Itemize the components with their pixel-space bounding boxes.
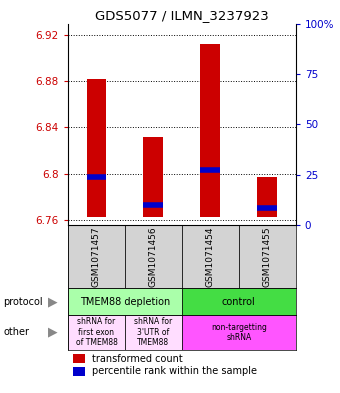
- Bar: [68, 315, 125, 350]
- Bar: [72, 354, 85, 363]
- Text: shRNA for
first exon
of TMEM88: shRNA for first exon of TMEM88: [75, 318, 117, 347]
- Text: ▶: ▶: [48, 326, 57, 339]
- Bar: [72, 367, 85, 376]
- Bar: [143, 137, 164, 217]
- Title: GDS5077 / ILMN_3237923: GDS5077 / ILMN_3237923: [95, 9, 269, 22]
- Text: percentile rank within the sample: percentile rank within the sample: [92, 366, 257, 376]
- Bar: [182, 288, 296, 315]
- Text: GSM1071456: GSM1071456: [149, 227, 158, 287]
- Bar: [182, 226, 239, 288]
- Bar: [125, 226, 182, 288]
- Text: non-targetting
shRNA: non-targetting shRNA: [211, 323, 267, 342]
- Text: ▶: ▶: [48, 295, 57, 308]
- Text: GSM1071454: GSM1071454: [206, 227, 215, 287]
- Text: GSM1071457: GSM1071457: [92, 227, 101, 287]
- Text: GSM1071455: GSM1071455: [263, 227, 272, 287]
- Bar: [125, 315, 182, 350]
- Text: shRNA for
3'UTR of
TMEM88: shRNA for 3'UTR of TMEM88: [134, 318, 172, 347]
- Bar: [68, 226, 125, 288]
- Text: other: other: [3, 327, 29, 337]
- Text: TMEM88 depletion: TMEM88 depletion: [80, 297, 170, 307]
- Text: protocol: protocol: [3, 297, 43, 307]
- Bar: [200, 44, 220, 217]
- Bar: [68, 288, 182, 315]
- Bar: [182, 315, 296, 350]
- Text: control: control: [222, 297, 256, 307]
- Bar: [239, 226, 296, 288]
- Text: transformed count: transformed count: [92, 354, 183, 364]
- Bar: [86, 79, 106, 217]
- Bar: [257, 177, 277, 217]
